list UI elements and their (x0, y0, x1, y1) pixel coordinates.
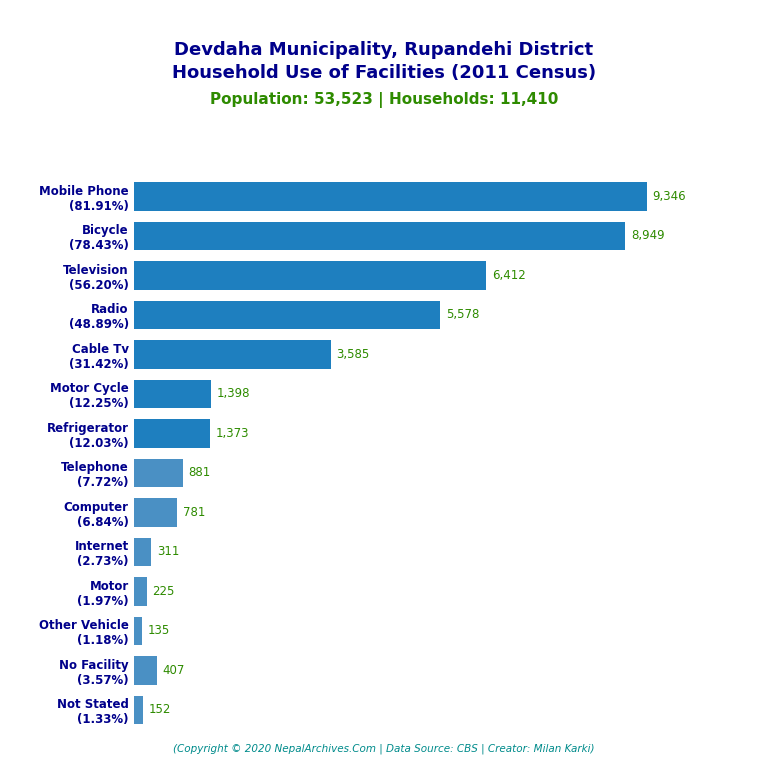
Text: 1,373: 1,373 (215, 427, 249, 440)
Text: 135: 135 (147, 624, 170, 637)
Bar (134, 498, 177, 527)
Bar (134, 458, 183, 487)
Text: 5,578: 5,578 (446, 309, 479, 321)
Bar (134, 340, 331, 369)
Text: Household Use of Facilities (2011 Census): Household Use of Facilities (2011 Census… (172, 64, 596, 82)
Text: 9,346: 9,346 (653, 190, 686, 203)
Text: 881: 881 (188, 466, 210, 479)
Text: 152: 152 (148, 703, 170, 717)
Text: 6,412: 6,412 (492, 269, 525, 282)
Text: 1,398: 1,398 (217, 387, 250, 400)
Bar (134, 300, 440, 329)
Text: (Copyright © 2020 NepalArchives.Com | Data Source: CBS | Creator: Milan Karki): (Copyright © 2020 NepalArchives.Com | Da… (174, 743, 594, 754)
Text: Devdaha Municipality, Rupandehi District: Devdaha Municipality, Rupandehi District (174, 41, 594, 59)
Bar (134, 656, 157, 684)
Bar (134, 379, 211, 408)
Bar (134, 577, 147, 606)
Text: 311: 311 (157, 545, 179, 558)
Bar (134, 538, 151, 566)
Text: 781: 781 (183, 506, 205, 519)
Bar (134, 419, 210, 448)
Text: Population: 53,523 | Households: 11,410: Population: 53,523 | Households: 11,410 (210, 92, 558, 108)
Bar (134, 696, 143, 724)
Text: 3,585: 3,585 (336, 348, 370, 361)
Text: 407: 407 (162, 664, 184, 677)
Bar (134, 222, 625, 250)
Bar (134, 261, 486, 290)
Bar (134, 182, 647, 210)
Text: 225: 225 (152, 585, 174, 598)
Text: 8,949: 8,949 (631, 230, 664, 243)
Bar (134, 617, 142, 645)
